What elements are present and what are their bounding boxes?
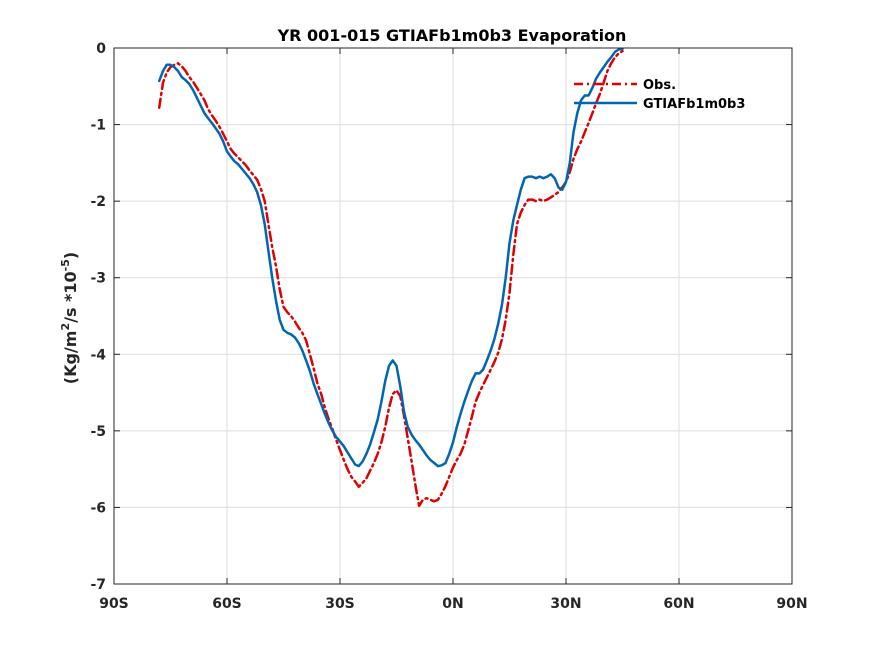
y-tick-label: -5 <box>90 424 106 440</box>
x-tick-label: 60N <box>663 596 694 612</box>
y-axis-label-mid: /s *10 <box>61 271 80 323</box>
x-tick-label: 60S <box>212 596 242 612</box>
y-tick-label: -7 <box>90 577 106 593</box>
x-axis-ticks: 90S 60S 30S 0N 30N 60N 90N <box>99 48 808 612</box>
y-tick-label: -6 <box>90 500 106 516</box>
y-tick-label: -3 <box>90 271 106 287</box>
y-axis-label-suffix: ) <box>61 252 80 259</box>
y-tick-label: -4 <box>90 347 106 363</box>
x-tick-label: 30N <box>550 596 581 612</box>
y-tick-label: -2 <box>90 194 106 210</box>
y-axis-label-sup1: 2 <box>59 323 72 331</box>
y-axis-ticks: -7 -6 -5 -4 -3 -2 -1 0 <box>90 41 792 593</box>
x-tick-label: 0N <box>442 596 463 612</box>
legend-label-model: GTIAFb1m0b3 <box>643 97 745 112</box>
y-axis-label-prefix: (Kg/m <box>61 331 80 385</box>
chart-title: YR 001-015 GTIAFb1m0b3 Evaporation <box>277 26 627 45</box>
x-tick-label: 90N <box>776 596 807 612</box>
y-axis-label: (Kg/m2/s *10-5) <box>59 252 80 384</box>
series-lines <box>157 47 624 508</box>
series-line-model <box>157 47 624 468</box>
y-tick-label: 0 <box>96 41 106 57</box>
legend: Obs. GTIAFb1m0b3 <box>574 78 745 112</box>
y-axis-label-sup2: -5 <box>59 259 72 271</box>
x-tick-label: 90S <box>99 596 129 612</box>
series-line-obs <box>157 49 624 508</box>
legend-label-obs: Obs. <box>643 78 676 93</box>
x-tick-label: 30S <box>325 596 355 612</box>
y-tick-label: -1 <box>90 118 106 134</box>
